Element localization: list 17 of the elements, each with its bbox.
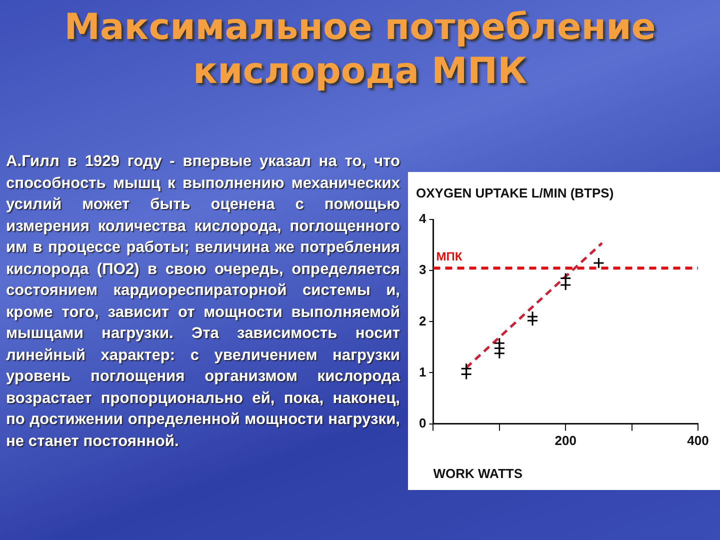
point	[494, 348, 506, 360]
x-axis-title: WORK WATTS	[433, 466, 523, 481]
y-tick-label: 4	[418, 211, 427, 226]
y-tick-label: 0	[418, 415, 426, 430]
y-axis-title: OXYGEN UPTAKE L/MIN (BTPS)	[416, 185, 614, 200]
ref-line-label: МПК	[436, 249, 463, 264]
point	[526, 314, 538, 326]
x-tick-label: 200	[554, 433, 576, 448]
text: А.Гилл в 1929 году - впервые указал на то, что способность мышц к выполнению механических усилий может быть оценена с помощью измерения количества кислорода, поглощенного им в процессе работы; величина же потребления кислорода (ПО2) в свою очередь, определяется состоянием кардиореспираторной системы и, кроме того, зависит от мощности выполняемой мышцами нагрузки. Эта зависимость носит линейный характер: с увеличением нагрузки уровень поглощения организмом кислорода возрастает пропорционально ей, пока, наконец, по достижении определенной мощности нагрузки, не станет постоянной.	[6, 153, 400, 450]
point	[592, 257, 604, 269]
x-tick-label: 400	[687, 433, 709, 448]
point	[460, 368, 472, 380]
y-tick-label: 1	[418, 364, 426, 380]
point	[560, 279, 572, 291]
chart-title: Максимальное потребление кислорода МПК	[63, 6, 657, 94]
y-tick-label: 2	[418, 313, 426, 328]
y-tick-label: 3	[418, 262, 426, 278]
